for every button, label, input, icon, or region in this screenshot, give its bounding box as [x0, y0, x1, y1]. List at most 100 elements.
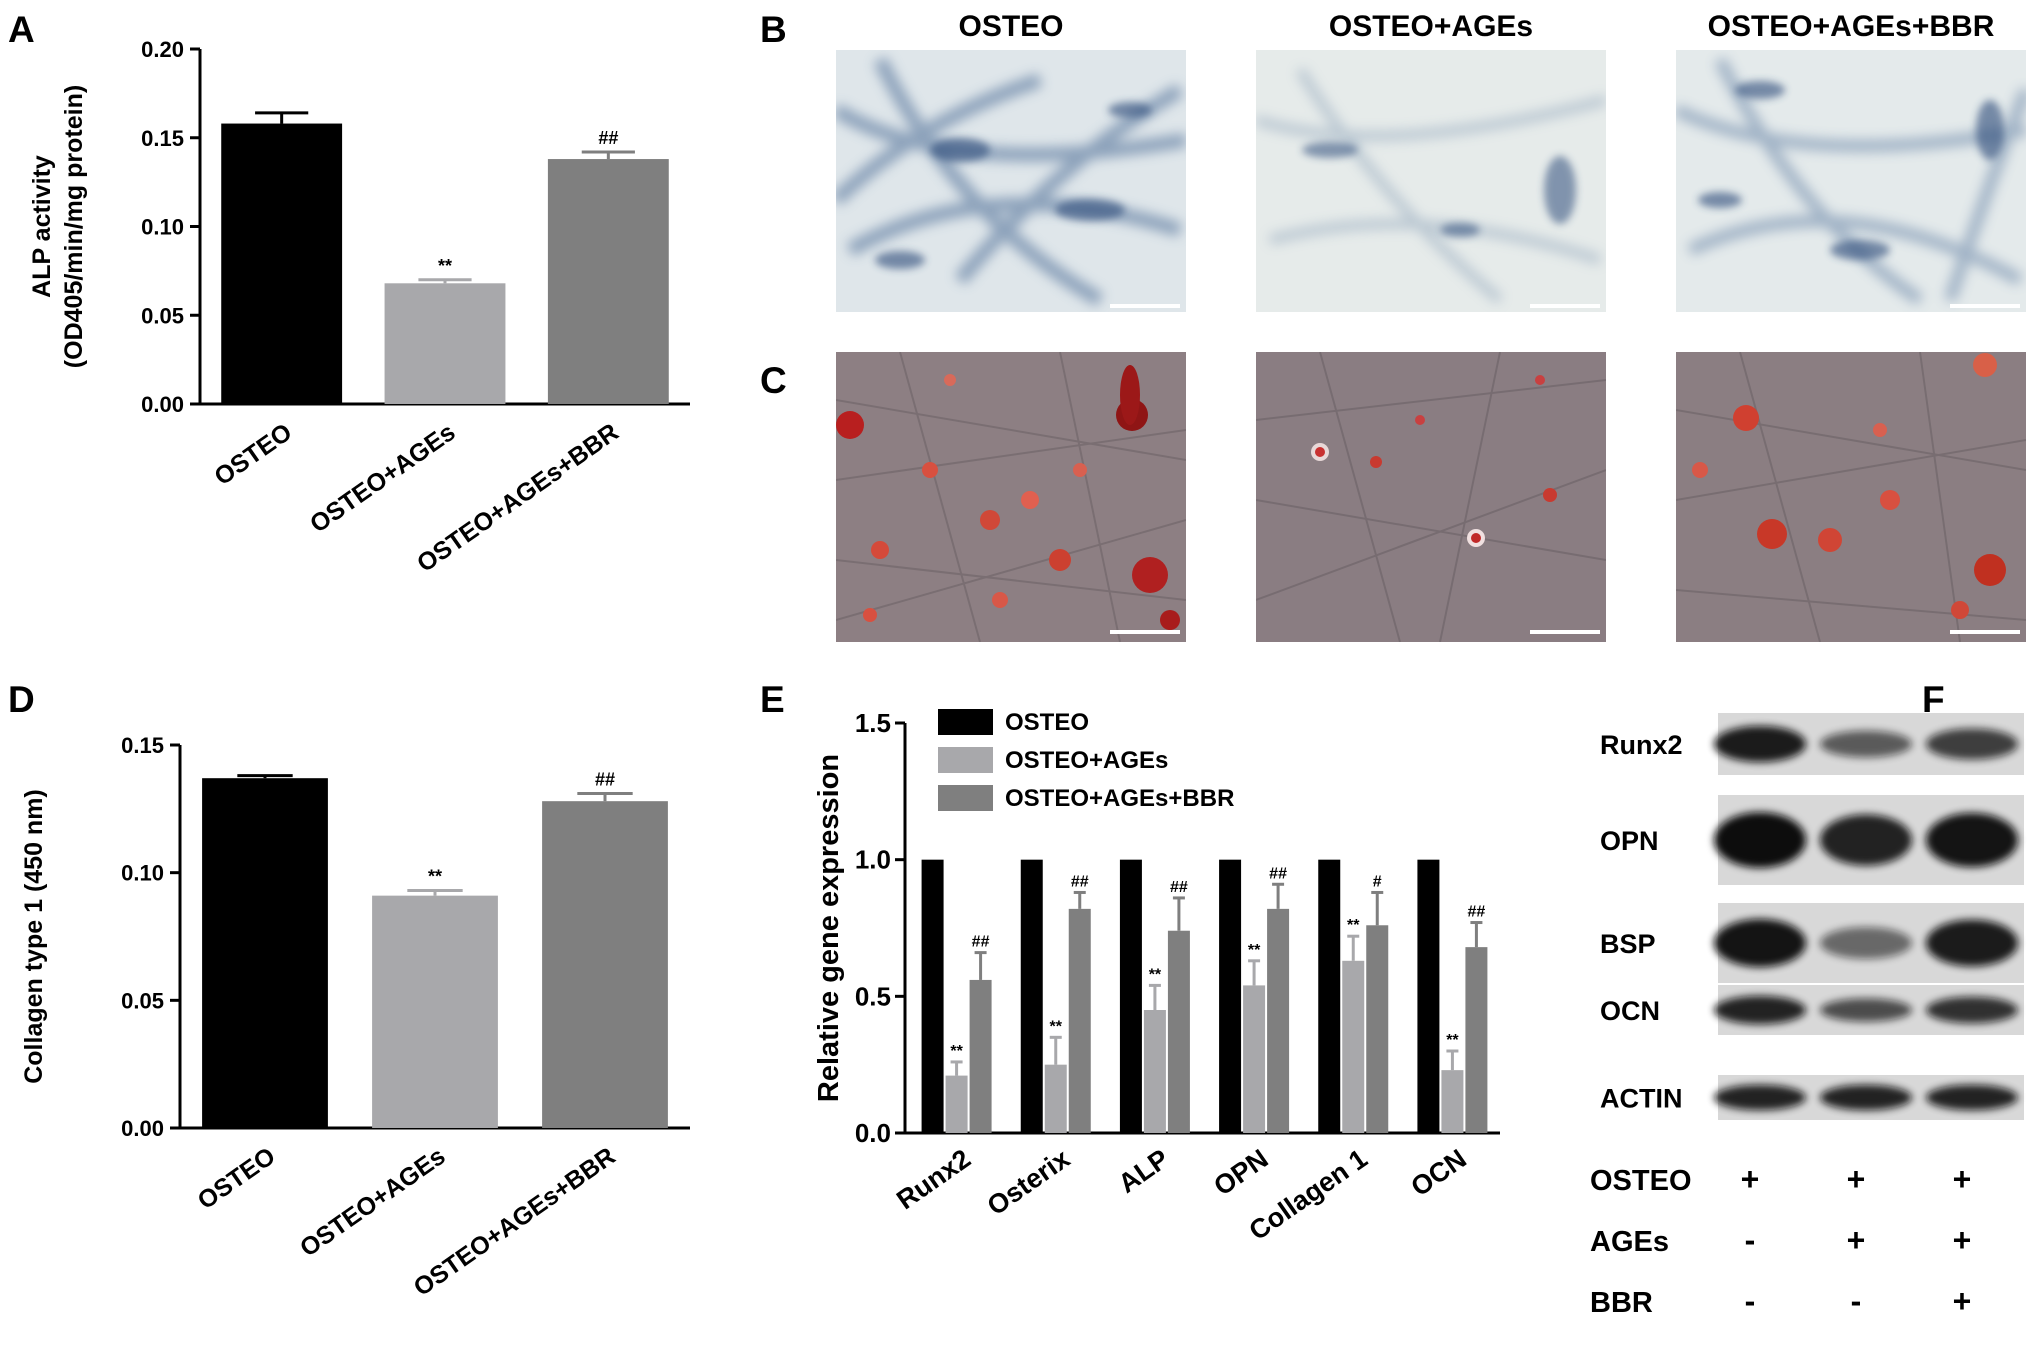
micrograph-b-osteo-ages-bbr — [1676, 50, 2026, 312]
x-category-label: OSTEO — [193, 1142, 281, 1215]
blot-band — [1820, 927, 1912, 959]
bar — [384, 283, 506, 404]
y-tick-label: 1.5 — [855, 708, 891, 738]
bar — [1465, 947, 1488, 1133]
panel-label-a: A — [8, 9, 35, 50]
bar — [202, 778, 328, 1128]
blot-band — [1714, 812, 1806, 868]
y-tick-label: 0.05 — [121, 988, 164, 1013]
bar — [1342, 960, 1365, 1133]
bar — [372, 895, 498, 1128]
y-axis-subtitle: (OD405/min/mg protein) — [60, 85, 88, 368]
legend-label: OSTEO+AGEs — [1005, 747, 1168, 774]
bar — [221, 123, 343, 405]
y-tick-label: 1.0 — [855, 845, 891, 875]
y-tick-label: 0.20 — [141, 37, 184, 62]
blot-band — [1820, 1084, 1912, 1111]
blot-band — [1820, 814, 1912, 866]
legend-swatch — [938, 709, 993, 735]
legend-label: OSTEO — [1005, 709, 1089, 736]
x-category-label: OSTEO+AGEs — [305, 418, 460, 539]
significance-marker: ** — [1149, 966, 1162, 983]
micrograph-c-osteo-ages-bbr — [1676, 352, 2026, 642]
significance-marker: ## — [1468, 904, 1486, 921]
condition-label: OSTEO — [1590, 1165, 1692, 1197]
panel-label-e: E — [760, 679, 785, 720]
significance-marker: ** — [1050, 1018, 1063, 1035]
x-category-label: OSTEO+AGEs — [295, 1142, 450, 1263]
legend-swatch — [938, 785, 993, 811]
blot-band — [1714, 918, 1806, 968]
x-category-label: Runx2 — [891, 1143, 976, 1215]
significance-marker: ** — [438, 256, 452, 276]
significance-marker: ** — [428, 867, 442, 887]
blot-row-label: OPN — [1600, 826, 1659, 856]
bar — [1318, 859, 1341, 1133]
x-category-label: Osterix — [982, 1143, 1075, 1221]
y-tick-label: 0.5 — [855, 981, 891, 1011]
blot-row-label: ACTIN — [1600, 1084, 1683, 1114]
bar — [1366, 925, 1389, 1133]
bar — [1243, 985, 1266, 1133]
condition-sign: + — [1741, 1161, 1760, 1197]
condition-sign: - — [1745, 1222, 1756, 1258]
bar — [945, 1075, 968, 1133]
y-tick-label: 0.00 — [141, 392, 184, 417]
x-category-label: ALP — [1113, 1143, 1174, 1199]
significance-marker: ** — [950, 1043, 963, 1060]
significance-marker: ** — [1446, 1032, 1459, 1049]
x-category-label: OSTEO — [209, 418, 297, 491]
y-tick-label: 0.0 — [855, 1118, 891, 1148]
x-category-label: OCN — [1406, 1143, 1472, 1202]
bar — [1068, 908, 1091, 1133]
blot-band — [1820, 730, 1912, 758]
y-tick-label: 0.00 — [121, 1116, 164, 1141]
significance-marker: ## — [972, 934, 990, 951]
chart-e-gene-expression: 0.0 0.5 1.0 1.5 ** ## Runx2 ** ## Osterix ** ## ALP *… — [813, 708, 1500, 1246]
significance-marker: ## — [1269, 865, 1287, 882]
blot-band — [1714, 995, 1806, 1025]
condition-label: BBR — [1590, 1287, 1653, 1319]
bar — [1441, 1070, 1464, 1133]
legend: OSTEO OSTEO+AGEs OSTEO+AGEs+BBR — [938, 709, 1234, 812]
y-axis-title: ALP activity — [28, 155, 56, 298]
y-tick-label: 0.15 — [141, 126, 184, 151]
legend-swatch — [938, 747, 993, 773]
significance-marker: ## — [1170, 879, 1188, 896]
bar — [1219, 859, 1242, 1133]
micrograph-c-osteo-ages — [1256, 352, 1606, 642]
bar — [969, 979, 992, 1133]
bar — [1119, 859, 1142, 1133]
condition-sign: + — [1953, 1283, 1972, 1319]
significance-marker: ## — [595, 770, 615, 790]
x-category-label: OPN — [1208, 1143, 1273, 1201]
blot-band — [1926, 728, 2018, 760]
y-tick-label: 0.10 — [121, 861, 164, 886]
condition-sign: - — [1851, 1283, 1862, 1319]
bar — [921, 859, 944, 1133]
blot-band — [1926, 1084, 2018, 1111]
mineral-nodules — [1311, 375, 1557, 547]
mineral-nodules — [836, 365, 1180, 630]
micrograph-b-osteo-ages — [1256, 50, 1606, 312]
blot-band — [1926, 812, 2018, 868]
micrograph-b-osteo — [836, 50, 1186, 312]
western-blot: Runx2 OPN BSP OCN ACTIN OSTEO + + + AGEs - + + BBR - - + — [1590, 713, 2024, 1319]
condition-sign: - — [1745, 1283, 1756, 1319]
panel-label-b: B — [760, 9, 787, 50]
bar — [1167, 930, 1190, 1133]
image-header-osteo: OSTEO — [958, 10, 1063, 43]
blot-row-label: OCN — [1600, 996, 1660, 1026]
bar — [1020, 859, 1043, 1133]
blot-row-label: Runx2 — [1600, 730, 1683, 760]
y-tick-label: 0.10 — [141, 215, 184, 240]
panel-label-c: C — [760, 360, 787, 401]
significance-marker: ** — [1248, 942, 1261, 959]
significance-marker: ** — [1347, 917, 1360, 934]
blot-band — [1820, 998, 1912, 1022]
blot-band — [1926, 919, 2018, 967]
condition-sign: + — [1847, 1222, 1866, 1258]
y-axis-title: Relative gene expression — [813, 754, 845, 1102]
